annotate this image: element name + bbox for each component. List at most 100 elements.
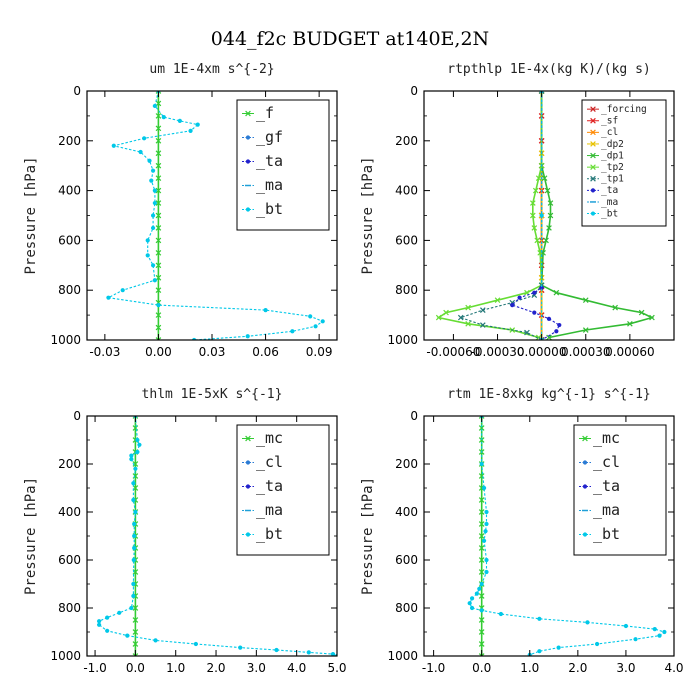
data-point (539, 285, 544, 290)
panel-3: thlm 1E-5xK s^{-1} Pressure [hPa] 0 200 400 6… (23, 387, 347, 675)
y-tick-label: 800 (58, 601, 81, 615)
data-point (556, 645, 561, 650)
x-tick-label: -0.00060 (426, 345, 480, 359)
data-point (155, 200, 162, 206)
legend-label: _bt (256, 200, 283, 218)
legend-label: _dp1 (601, 150, 624, 161)
data-point (129, 457, 134, 462)
legend-label: _cl (593, 453, 620, 471)
panel-title: um 1E-4xm s^{-2} (149, 62, 274, 77)
y-axis-label: Pressure [hPa] (23, 477, 39, 595)
data-point (320, 319, 325, 324)
data-point (478, 557, 485, 563)
data-point (479, 581, 484, 587)
x-tick-label: 0.06 (252, 345, 279, 359)
data-point (120, 288, 125, 293)
data-point (484, 521, 489, 527)
y-axis-label: Pressure [hPa] (23, 156, 39, 274)
legend-label: _ma (256, 176, 283, 194)
legend-item: _tp2 (587, 162, 624, 173)
data-point (469, 596, 475, 601)
data-point (131, 593, 136, 599)
x-tick-label: 0.00 (145, 345, 172, 359)
data-point (481, 485, 487, 491)
data-point (478, 416, 485, 419)
data-point (582, 327, 589, 333)
y-tick-label: 800 (395, 283, 418, 297)
data-point (478, 629, 485, 635)
data-point (150, 168, 156, 173)
data-point (633, 637, 638, 642)
series-line (469, 416, 666, 656)
panel-title: thlm 1E-5xK s^{-1} (142, 387, 283, 402)
data-point (238, 645, 243, 650)
y-tick-label: 200 (58, 457, 81, 471)
data-point (627, 320, 633, 327)
legend-label: _bt (601, 208, 618, 219)
series-line (511, 91, 561, 340)
data-point (245, 334, 250, 339)
data-point (479, 608, 484, 613)
legend-item: _bt (579, 525, 620, 543)
legend-label: _f (256, 104, 274, 122)
panel-1: um 1E-4xm s^{-2} Pressure [hPa] 0 200 400 600… (23, 62, 338, 359)
legend-item: _f (242, 104, 274, 122)
legend-label: _dp2 (601, 139, 624, 150)
plot-area (435, 91, 655, 340)
data-point (153, 638, 158, 643)
data-point (478, 497, 485, 503)
data-point (649, 314, 655, 321)
legend-marker (582, 435, 588, 442)
legend: _forcing_sf_cl_dp2_dp1_tp2_tp1_ta_ma_bt (581, 99, 667, 227)
legend: _mc _cl _ta _ma _bt (236, 424, 330, 556)
y-tick-label: 600 (58, 233, 81, 247)
data-point (150, 263, 156, 268)
x-tick-label: 1.0 (166, 661, 185, 675)
data-point (131, 557, 136, 563)
data-point (132, 545, 137, 551)
data-point (531, 225, 538, 231)
data-point (150, 225, 156, 231)
data-point (546, 316, 552, 321)
data-point (152, 188, 157, 193)
data-point (155, 324, 162, 331)
data-point (105, 628, 110, 633)
x-tick-label: 0.00030 (561, 345, 611, 359)
data-point (125, 633, 130, 638)
legend-marker (245, 207, 251, 212)
data-point (138, 149, 143, 155)
data-point (623, 623, 629, 629)
legend-label: _gf (256, 128, 283, 146)
y-tick-label: 800 (58, 283, 81, 297)
legend-item: _forcing (587, 104, 647, 115)
data-point (133, 466, 138, 471)
x-tick-label: -0.03 (89, 345, 120, 359)
y-tick-label: 600 (395, 553, 418, 567)
x-tick-label: 4.0 (664, 661, 683, 675)
data-point (481, 538, 487, 543)
data-point (290, 329, 295, 334)
legend-item: _mc (242, 429, 283, 447)
data-point (155, 91, 162, 94)
data-point (155, 162, 162, 169)
data-point (477, 586, 482, 591)
data-point (131, 481, 136, 486)
data-point (155, 100, 162, 107)
data-point (142, 136, 147, 141)
data-point (155, 237, 162, 244)
data-point (538, 91, 545, 94)
data-point (479, 322, 486, 328)
data-point (155, 225, 162, 231)
data-point (547, 200, 554, 206)
data-point (145, 238, 150, 243)
plot-area (467, 416, 667, 656)
data-point (117, 610, 122, 615)
series-bt (467, 416, 667, 656)
data-point (132, 533, 137, 539)
data-point (106, 295, 111, 300)
data-point (478, 521, 485, 527)
data-point (594, 641, 600, 647)
legend-marker (245, 110, 251, 117)
data-point (457, 314, 464, 321)
